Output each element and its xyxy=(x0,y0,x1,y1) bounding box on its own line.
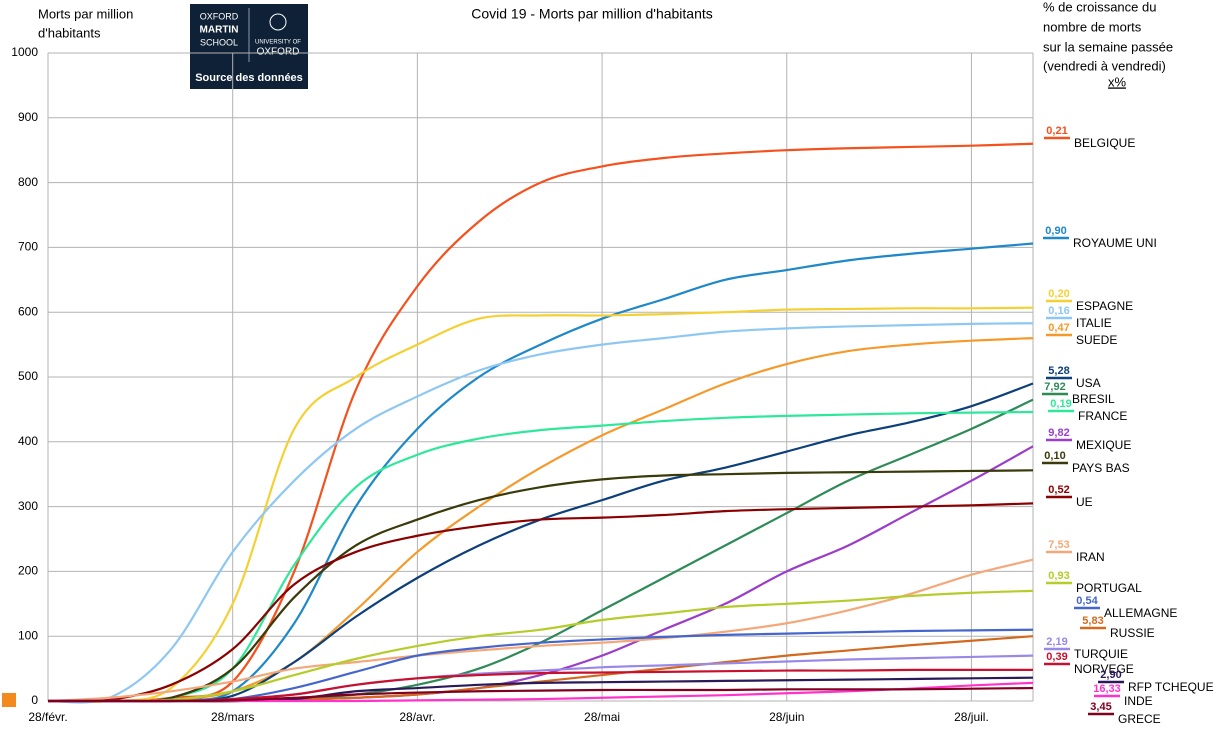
logo-caption: Source des données xyxy=(195,72,303,84)
legend-label: NORVEGE xyxy=(1074,662,1134,676)
y-tick-label: 400 xyxy=(18,434,38,448)
y-tick-label: 700 xyxy=(18,240,38,254)
legend-label: TURQUIE xyxy=(1074,647,1128,661)
legend-label: BELGIQUE xyxy=(1074,136,1135,150)
series-line xyxy=(48,398,1034,703)
legend-label: ROYAUME UNI xyxy=(1073,236,1157,250)
growth-label: 0,47 xyxy=(1048,322,1069,334)
growth-label: 0,54 xyxy=(1076,595,1098,607)
logo-text: MARTIN xyxy=(200,25,239,36)
legend-label: ALLEMAGNE xyxy=(1104,606,1177,620)
y-axis-label: Morts par million xyxy=(38,6,133,21)
series-line xyxy=(47,322,1034,704)
series-line xyxy=(47,558,1034,703)
y-tick-label: 900 xyxy=(18,110,38,124)
legend-label: RUSSIE xyxy=(1110,626,1155,640)
y-tick-label: 500 xyxy=(18,369,38,383)
legend-label: USA xyxy=(1076,376,1101,390)
growth-label: 0,20 xyxy=(1048,288,1069,300)
x-tick-label: 28/févr. xyxy=(28,710,67,724)
corner-icon xyxy=(2,693,16,707)
y-tick-label: 1000 xyxy=(11,45,38,59)
legend-label: ITALIE xyxy=(1076,316,1112,330)
growth-label: 16,33 xyxy=(1093,683,1121,695)
legend-label: FRANCE xyxy=(1078,409,1127,423)
series-line xyxy=(47,469,1034,703)
series-line xyxy=(47,306,1034,704)
growth-label: 7,53 xyxy=(1048,539,1069,551)
series-line xyxy=(47,502,1034,703)
growth-label: 0,16 xyxy=(1048,305,1069,317)
legend-label: IRAN xyxy=(1076,550,1105,564)
logo-text: SCHOOL xyxy=(200,37,238,47)
growth-label: 5,28 xyxy=(1048,365,1069,377)
legend-label: UE xyxy=(1076,495,1093,509)
x-tick-label: 28/juin xyxy=(769,710,804,724)
legend-label: RFP TCHEQUE xyxy=(1128,680,1214,694)
y-tick-label: 0 xyxy=(31,693,38,707)
growth-label: 9,82 xyxy=(1048,427,1069,439)
series-line xyxy=(47,410,1034,703)
legend-label: MEXIQUE xyxy=(1076,438,1131,452)
logo-text: OXFORD xyxy=(257,47,300,58)
y-tick-label: 200 xyxy=(18,564,38,578)
growth-label: 3,45 xyxy=(1090,701,1111,713)
growth-label: 2,90 xyxy=(1100,669,1121,681)
legend-label: PORTUGAL xyxy=(1076,581,1142,595)
legend-label: SUEDE xyxy=(1076,333,1117,347)
legend-label: INDE xyxy=(1124,694,1153,708)
logo-text: OXFORD xyxy=(200,11,239,21)
growth-label: 2,19 xyxy=(1046,636,1067,648)
x-tick-label: 28/mars xyxy=(211,710,254,724)
growth-label: 0,19 xyxy=(1050,398,1071,410)
logo-crest xyxy=(269,13,287,31)
growth-label: 0,39 xyxy=(1046,651,1067,663)
y-tick-label: 600 xyxy=(18,304,38,318)
x-tick-label: 28/avr. xyxy=(399,710,435,724)
legend-label: BRESIL xyxy=(1072,392,1115,406)
legend-label: ESPAGNE xyxy=(1076,299,1133,313)
legend-label: GRECE xyxy=(1118,712,1161,726)
note: (vendredi à vendredi) xyxy=(1043,58,1166,73)
y-tick-label: 300 xyxy=(18,499,38,513)
growth-label: 0,21 xyxy=(1046,125,1067,137)
growth-label: 0,90 xyxy=(1045,225,1066,237)
x-tick-label: 28/mai xyxy=(584,710,620,724)
growth-label: 5,83 xyxy=(1082,615,1103,627)
note: sur la semaine passée xyxy=(1043,39,1173,54)
series-line xyxy=(47,589,1034,703)
y-tick-label: 100 xyxy=(18,628,38,642)
y-tick-label: 800 xyxy=(18,175,38,189)
series-line xyxy=(47,142,1034,703)
logo[interactable]: OXFORD MARTIN SCHOOL UNIVERSITY OF OXFOR… xyxy=(190,4,308,89)
series-line xyxy=(48,686,1034,703)
series-line xyxy=(47,242,1034,703)
chart-title: Covid 19 - Morts par million d'habitants xyxy=(471,6,713,22)
growth-label: 0,10 xyxy=(1044,450,1065,462)
note: % de croissance du xyxy=(1043,0,1156,14)
logo-text: UNIVERSITY OF xyxy=(255,40,301,46)
note: x% xyxy=(1108,74,1127,89)
growth-label: 7,92 xyxy=(1044,381,1065,393)
growth-label: 0,93 xyxy=(1048,570,1069,582)
x-tick-label: 28/juil. xyxy=(954,710,989,724)
y-axis-label: d'habitants xyxy=(38,25,101,40)
growth-label: 0,52 xyxy=(1048,484,1069,496)
legend-label: PAYS BAS xyxy=(1072,461,1130,475)
note: nombre de morts xyxy=(1043,19,1142,34)
